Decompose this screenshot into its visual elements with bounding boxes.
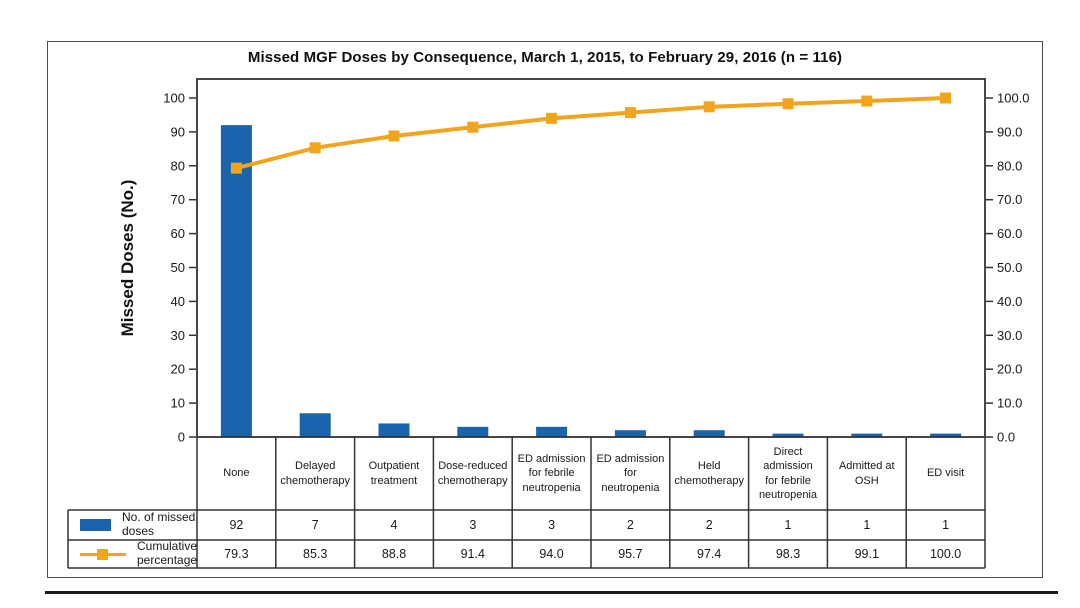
left-tick-label: 30 <box>171 328 185 343</box>
bar-4 <box>536 426 568 437</box>
left-tick-label: 20 <box>171 362 185 377</box>
right-tick-label: 90.0 <box>997 124 1022 139</box>
left-tick-label: 80 <box>171 158 185 173</box>
missed-doses-value-6: 2 <box>705 518 713 532</box>
cumulative-marker-4 <box>546 112 558 124</box>
left-tick-label: 40 <box>171 294 185 309</box>
right-tick-label: 10.0 <box>997 396 1022 411</box>
left-tick-label: 60 <box>171 226 185 241</box>
right-tick-label: 70.0 <box>997 192 1022 207</box>
cumulative-pct-value-5: 95.7 <box>618 547 643 561</box>
cumulative-pct-value-0: 79.3 <box>224 547 249 561</box>
bar-8 <box>851 433 883 437</box>
left-tick-label: 0 <box>178 430 185 445</box>
right-tick-label: 80.0 <box>997 158 1022 173</box>
right-tick-label: 60.0 <box>997 226 1022 241</box>
legend-row-bars: No. of missed doses <box>68 510 197 540</box>
bar-1 <box>299 413 331 437</box>
cumulative-marker-9 <box>940 92 952 104</box>
right-tick-label: 30.0 <box>997 328 1022 343</box>
missed-doses-value-7: 1 <box>784 518 792 532</box>
missed-doses-value-9: 1 <box>942 518 950 532</box>
plot-border <box>196 78 986 438</box>
cumulative-marker-2 <box>388 130 400 142</box>
bar-6 <box>693 430 725 437</box>
category-label-0: None <box>223 467 250 480</box>
left-tick-label: 50 <box>171 260 185 275</box>
cumulative-pct-value-6: 97.4 <box>697 547 722 561</box>
cumulative-marker-1 <box>309 142 321 154</box>
cumulative-marker-0 <box>230 162 242 174</box>
category-label-8: Admitted at OSH <box>838 460 895 487</box>
cumulative-marker-6 <box>703 101 715 113</box>
right-tick-label: 40.0 <box>997 294 1022 309</box>
cumulative-pct-value-1: 85.3 <box>303 547 328 561</box>
cumulative-marker-8 <box>861 95 873 107</box>
cumulative-marker-3 <box>467 121 479 133</box>
cumulative-pct-value-9: 100.0 <box>929 547 962 561</box>
line-legend-swatch <box>80 548 126 560</box>
bar-9 <box>930 433 962 437</box>
category-label-9: ED visit <box>926 467 965 480</box>
figure-frame <box>47 41 1043 578</box>
legend-label: Cumulative percentage <box>137 539 198 567</box>
category-label-2: Outpatient treatment <box>368 460 420 487</box>
category-label-3: Dose-reduced chemotherapy <box>437 460 508 487</box>
cumulative-pct-value-7: 98.3 <box>775 547 801 561</box>
missed-doses-value-8: 1 <box>863 518 871 532</box>
bar-legend-swatch <box>80 519 111 531</box>
cumulative-marker-5 <box>624 107 636 119</box>
missed-doses-value-2: 4 <box>390 518 398 532</box>
bar-2 <box>378 423 410 437</box>
right-tick-label: 50.0 <box>997 260 1022 275</box>
left-axis-title: Missed Doses (No.) <box>118 180 137 337</box>
bar-5 <box>614 430 646 437</box>
cumulative-pct-value-8: 99.1 <box>854 547 879 561</box>
left-tick-label: 70 <box>171 192 185 207</box>
missed-doses-value-5: 2 <box>626 518 634 532</box>
right-tick-label: 20.0 <box>997 362 1022 377</box>
missed-doses-value-1: 7 <box>311 518 319 532</box>
legend-label: No. of missed doses <box>122 510 196 538</box>
bar-7 <box>772 433 804 437</box>
cumulative-line <box>235 96 946 171</box>
category-label-5: ED admission for neutropenia <box>596 453 665 494</box>
category-label-6: Held chemotherapy <box>674 460 745 487</box>
cumulative-marker-7 <box>782 98 794 110</box>
left-tick-label: 10 <box>171 396 185 411</box>
cumulative-pct-value-4: 94.0 <box>539 547 564 561</box>
missed-doses-value-0: 92 <box>229 518 244 532</box>
category-label-1: Delayed chemotherapy <box>280 460 351 487</box>
category-label-4: ED admission for febrile neutropenia <box>517 453 586 494</box>
bar-0 <box>220 125 252 438</box>
left-tick-label: 90 <box>171 124 185 139</box>
left-tick-label: 100 <box>163 91 185 106</box>
missed-doses-value-4: 3 <box>548 518 556 532</box>
cumulative-pct-value-2: 88.8 <box>381 547 407 561</box>
category-label-7: Direct admission for febrile neutropenia <box>758 446 818 501</box>
chart-title: Missed MGF Doses by Consequence, March 1… <box>247 49 843 66</box>
bottom-rule-divider <box>45 591 1058 594</box>
cumulative-pct-value-3: 91.4 <box>460 547 485 561</box>
right-tick-label: 100.0 <box>997 91 1030 106</box>
legend-row-line: Cumulative percentage <box>68 539 198 568</box>
missed-doses-value-3: 3 <box>469 518 477 532</box>
right-tick-label: 0.0 <box>997 430 1015 445</box>
bar-3 <box>457 426 489 437</box>
